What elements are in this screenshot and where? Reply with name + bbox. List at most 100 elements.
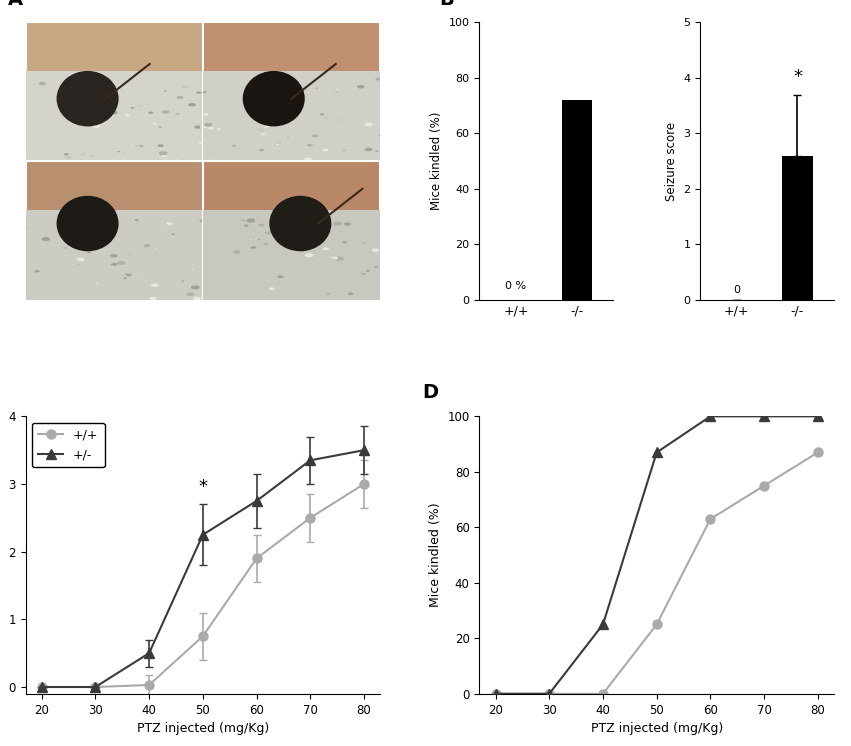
- Ellipse shape: [104, 84, 106, 86]
- Ellipse shape: [134, 219, 139, 221]
- Ellipse shape: [159, 151, 168, 155]
- Ellipse shape: [193, 297, 201, 301]
- Ellipse shape: [364, 148, 373, 151]
- Ellipse shape: [203, 113, 208, 116]
- Legend: +/+, +/-: +/+, +/-: [31, 422, 105, 467]
- Ellipse shape: [241, 219, 245, 222]
- Ellipse shape: [89, 215, 98, 219]
- Ellipse shape: [204, 123, 213, 127]
- Ellipse shape: [375, 151, 379, 152]
- Ellipse shape: [38, 82, 46, 86]
- Ellipse shape: [111, 263, 117, 266]
- Ellipse shape: [305, 253, 314, 257]
- Ellipse shape: [95, 237, 102, 240]
- Ellipse shape: [231, 145, 237, 147]
- Ellipse shape: [176, 113, 180, 115]
- Bar: [203, 22, 380, 161]
- Ellipse shape: [244, 225, 248, 227]
- Bar: [26, 22, 203, 161]
- Ellipse shape: [188, 103, 196, 107]
- Ellipse shape: [153, 123, 157, 125]
- Ellipse shape: [305, 249, 307, 251]
- Ellipse shape: [44, 242, 51, 245]
- Ellipse shape: [216, 128, 221, 130]
- Text: B: B: [439, 0, 454, 8]
- Ellipse shape: [271, 266, 277, 269]
- Ellipse shape: [162, 154, 167, 157]
- Y-axis label: Seizure score: Seizure score: [0, 513, 3, 597]
- Ellipse shape: [71, 99, 74, 100]
- Ellipse shape: [372, 248, 380, 252]
- Ellipse shape: [64, 153, 69, 155]
- Ellipse shape: [265, 231, 271, 234]
- Ellipse shape: [25, 228, 27, 229]
- Text: 0: 0: [734, 286, 740, 295]
- Ellipse shape: [124, 114, 130, 116]
- Bar: [562, 100, 592, 300]
- Ellipse shape: [375, 78, 382, 81]
- Ellipse shape: [151, 253, 159, 257]
- Ellipse shape: [110, 110, 117, 114]
- Ellipse shape: [344, 222, 351, 226]
- X-axis label: PTZ injected (mg/Kg): PTZ injected (mg/Kg): [591, 722, 722, 735]
- Bar: [203, 210, 380, 300]
- Ellipse shape: [357, 85, 364, 89]
- Ellipse shape: [197, 92, 202, 94]
- Ellipse shape: [361, 273, 366, 275]
- Ellipse shape: [333, 257, 338, 260]
- Ellipse shape: [209, 153, 213, 154]
- Ellipse shape: [280, 84, 288, 87]
- Ellipse shape: [70, 89, 78, 93]
- Ellipse shape: [194, 125, 202, 129]
- Ellipse shape: [134, 222, 140, 224]
- Ellipse shape: [87, 251, 91, 253]
- Bar: [26, 210, 203, 300]
- Ellipse shape: [47, 239, 52, 241]
- Ellipse shape: [258, 239, 260, 240]
- Ellipse shape: [214, 263, 218, 264]
- Ellipse shape: [301, 251, 304, 252]
- Ellipse shape: [245, 100, 251, 103]
- Ellipse shape: [113, 95, 116, 96]
- Text: 0 %: 0 %: [505, 281, 527, 292]
- Ellipse shape: [363, 242, 366, 243]
- Ellipse shape: [148, 112, 153, 114]
- Y-axis label: Mice kindled (%): Mice kindled (%): [429, 503, 442, 607]
- Ellipse shape: [338, 119, 343, 121]
- Ellipse shape: [264, 242, 269, 245]
- Ellipse shape: [107, 78, 111, 80]
- Ellipse shape: [269, 195, 331, 251]
- Ellipse shape: [126, 252, 134, 255]
- Ellipse shape: [150, 297, 157, 300]
- Ellipse shape: [171, 233, 175, 235]
- Ellipse shape: [342, 241, 347, 243]
- Bar: [26, 161, 203, 300]
- Ellipse shape: [250, 246, 256, 249]
- Ellipse shape: [269, 239, 277, 242]
- Ellipse shape: [125, 274, 132, 277]
- Ellipse shape: [137, 277, 140, 278]
- Ellipse shape: [158, 127, 162, 128]
- Y-axis label: Seizure score: Seizure score: [665, 122, 677, 201]
- Ellipse shape: [243, 71, 305, 126]
- Ellipse shape: [167, 222, 173, 225]
- Ellipse shape: [140, 105, 141, 107]
- Bar: [203, 161, 380, 300]
- Ellipse shape: [323, 117, 328, 119]
- Ellipse shape: [323, 248, 328, 250]
- Ellipse shape: [289, 226, 295, 229]
- Ellipse shape: [287, 137, 289, 138]
- Ellipse shape: [249, 160, 252, 161]
- Ellipse shape: [343, 150, 346, 151]
- Ellipse shape: [277, 275, 283, 278]
- Ellipse shape: [199, 142, 204, 144]
- Ellipse shape: [379, 135, 381, 137]
- Ellipse shape: [77, 115, 82, 117]
- Ellipse shape: [200, 125, 208, 128]
- Ellipse shape: [96, 283, 99, 284]
- Ellipse shape: [211, 299, 215, 301]
- Ellipse shape: [256, 128, 265, 132]
- Ellipse shape: [233, 251, 240, 254]
- Ellipse shape: [282, 82, 288, 86]
- Ellipse shape: [86, 123, 94, 127]
